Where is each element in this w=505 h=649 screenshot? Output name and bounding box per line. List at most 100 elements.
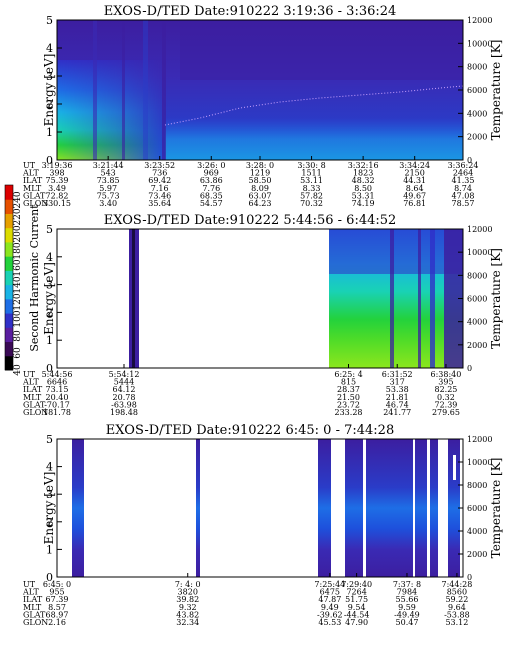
panel-2-orbit-value: 181.78 — [43, 408, 71, 417]
colorbar-cell — [5, 355, 13, 371]
colorbar-cell — [5, 284, 13, 300]
panel-3-strip-6 — [430, 439, 438, 577]
panel-2-heatmap — [57, 229, 463, 368]
panel-3: EXOS-D/TED Date:910222 6:45: 0 - 7:44:28… — [22, 423, 503, 627]
panel-2-orbit-row-label: MLT — [23, 393, 42, 402]
panel-1-orbit-value: 8.50 — [354, 184, 372, 193]
panel-3-ylabel: Energy [eV] — [42, 472, 56, 545]
panel-3-orbit-value: -39.62 — [317, 610, 343, 619]
panel-3-orbit-value: 59.22 — [445, 595, 468, 604]
colorbar-tick-label: 120 — [13, 293, 23, 310]
panel-2-orbit-value: 279.65 — [432, 408, 460, 417]
panel-1-orbit-value: 1823 — [353, 169, 373, 178]
colorbar-cell — [5, 298, 13, 314]
panel-3-orbit-value: 8.57 — [48, 603, 66, 612]
panel-1-temperature-trace — [164, 85, 464, 126]
panel-2-orbit-value: 5:44:56 — [42, 370, 73, 379]
panel-3-strip-2 — [196, 439, 200, 577]
panel-2-y2tick-label: 4000 — [467, 318, 487, 327]
panel-1-orbit-value: 1219 — [250, 169, 270, 178]
panel-3-orbit-value: 32.34 — [176, 618, 199, 627]
panel-1-orbit-value: 64.23 — [249, 199, 272, 208]
colorbar-cell — [5, 227, 13, 243]
panel-3-heatmap — [57, 439, 463, 577]
panel-2-narrow-strip-core — [132, 229, 135, 368]
panel-1-stripe-1 — [93, 20, 97, 160]
panel-1-orbit-value: 68.35 — [200, 191, 223, 200]
panel-3-orbit-value: 68.97 — [46, 610, 69, 619]
panel-1-orbit-value: 76.81 — [403, 199, 426, 208]
panel-2-ytick-label: 3 — [46, 279, 53, 292]
panel-1-ytick-label: 0 — [46, 154, 53, 167]
panel-1: EXOS-D/TED Date:910222 3:19:36 - 3:36:24… — [22, 4, 503, 208]
panel-3-strip-4 — [345, 439, 413, 577]
panel-2-orbit-value: 0.32 — [437, 393, 455, 402]
panel-1-orbit-value: 75.39 — [46, 176, 69, 185]
panel-2-y2tick-label: 0 — [467, 364, 472, 373]
panel-2-orbit-value: 20.40 — [46, 393, 69, 402]
panel-3-strip-7 — [448, 439, 460, 577]
panel-3-y2tick-label: 4000 — [467, 527, 487, 536]
panel-1-orbit-value: 736 — [152, 169, 167, 178]
panel-1-orbit-value: 3:32:16 — [348, 161, 379, 170]
panel-3-orbit-value: 45.53 — [318, 618, 341, 627]
panel-2-orbit-value: 241.77 — [383, 408, 411, 417]
panel-3-orbit-row-label: MLT — [23, 603, 42, 612]
panel-1-orbit-value: 7.76 — [202, 184, 220, 193]
panel-2-orbit-value: 6:25: 4 — [334, 370, 362, 379]
panel-2-y2tick-label: 10000 — [467, 248, 492, 257]
colorbar-tick-label: 220 — [13, 208, 23, 225]
panel-2-orbit-value: 73.15 — [46, 385, 69, 394]
colorbar-cell — [5, 185, 13, 200]
panel-3-ytick-label: 1 — [46, 543, 53, 556]
panel-3-ytick-label: 5 — [46, 433, 53, 446]
panel-2-y2tick-label: 12000 — [467, 225, 492, 234]
panel-1-orbit-value: 8.33 — [303, 184, 321, 193]
panel-1-orbit-value: 54.57 — [200, 199, 223, 208]
panel-2-orbit-row-label: UT — [23, 370, 36, 379]
panel-1-y2tick-label: 4000 — [467, 109, 487, 118]
panel-3-y2tick-label: 6000 — [467, 504, 487, 513]
panel-3-y2tick-label: 8000 — [467, 481, 487, 490]
colorbar-cell — [5, 313, 13, 328]
panel-1-ytick-label: 1 — [46, 126, 53, 139]
panel-3-orbit-value: 7:37: 8 — [393, 580, 421, 589]
panel-3-orbit-value: 9.49 — [321, 603, 339, 612]
panel-2: EXOS-D/TED Date:910222 5:44:56 - 6:44:52… — [22, 213, 503, 417]
colorbar-cell — [5, 199, 13, 214]
panel-2-title: EXOS-D/TED Date:910222 5:44:56 - 6:44:52 — [104, 213, 397, 228]
panel-3-orbit-value: 55.66 — [396, 595, 419, 604]
panel-1-orbit-value: 8.09 — [251, 184, 269, 193]
panel-3-ytick-label: 0 — [46, 571, 53, 584]
panel-3-orbit-row-label: UT — [23, 580, 36, 589]
panel-3-orbit-value: 9.59 — [398, 603, 416, 612]
colorbar-tick-label: 240 — [13, 191, 23, 208]
panel-3-orbit-value: 9.32 — [179, 603, 197, 612]
panel-1-orbit-value: 41.35 — [452, 176, 475, 185]
panel-3-y2tick-label: 0 — [467, 573, 472, 582]
colorbar-tick-label: 100 — [13, 310, 23, 327]
panel-1-orbit-value: 47.08 — [452, 191, 475, 200]
panel-1-orbit-value: 75.73 — [97, 191, 120, 200]
panel-3-orbit-value: 53.12 — [445, 618, 468, 627]
panel-1-title: EXOS-D/TED Date:910222 3:19:36 - 3:36:24 — [104, 4, 397, 19]
panel-2-y2tick-label: 2000 — [467, 341, 487, 350]
panel-1-orbit-row-label: ILAT — [23, 176, 43, 185]
panel-3-orbit-value: 7:29:40 — [341, 580, 372, 589]
panel-1-orbit-value: 35.64 — [148, 199, 171, 208]
panel-3-orbit-value: 7:25:44 — [314, 580, 345, 589]
panel-3-orbit-row-label: ILAT — [23, 595, 43, 604]
panel-3-orbit-row-label: GLAT — [23, 610, 46, 619]
panel-1-y2tick-label: 6000 — [467, 86, 487, 95]
panel-1-orbit-row-label: GLAT — [23, 191, 46, 200]
panel-3-orbit-value: 6:45: 0 — [43, 580, 71, 589]
panel-1-orbit-value: 5.97 — [99, 184, 117, 193]
panel-1-y2tick-label: 8000 — [467, 63, 487, 72]
panel-1-orbit-value: 8.64 — [406, 184, 424, 193]
panel-1-orbit-value: 3:23:52 — [144, 161, 175, 170]
panel-1-orbit-value: 70.32 — [300, 199, 323, 208]
panel-2-right-stripe-2 — [418, 229, 421, 368]
panel-3-orbit-row-label: GLON — [23, 618, 48, 627]
panel-1-ylabel: Energy [eV] — [42, 54, 56, 127]
